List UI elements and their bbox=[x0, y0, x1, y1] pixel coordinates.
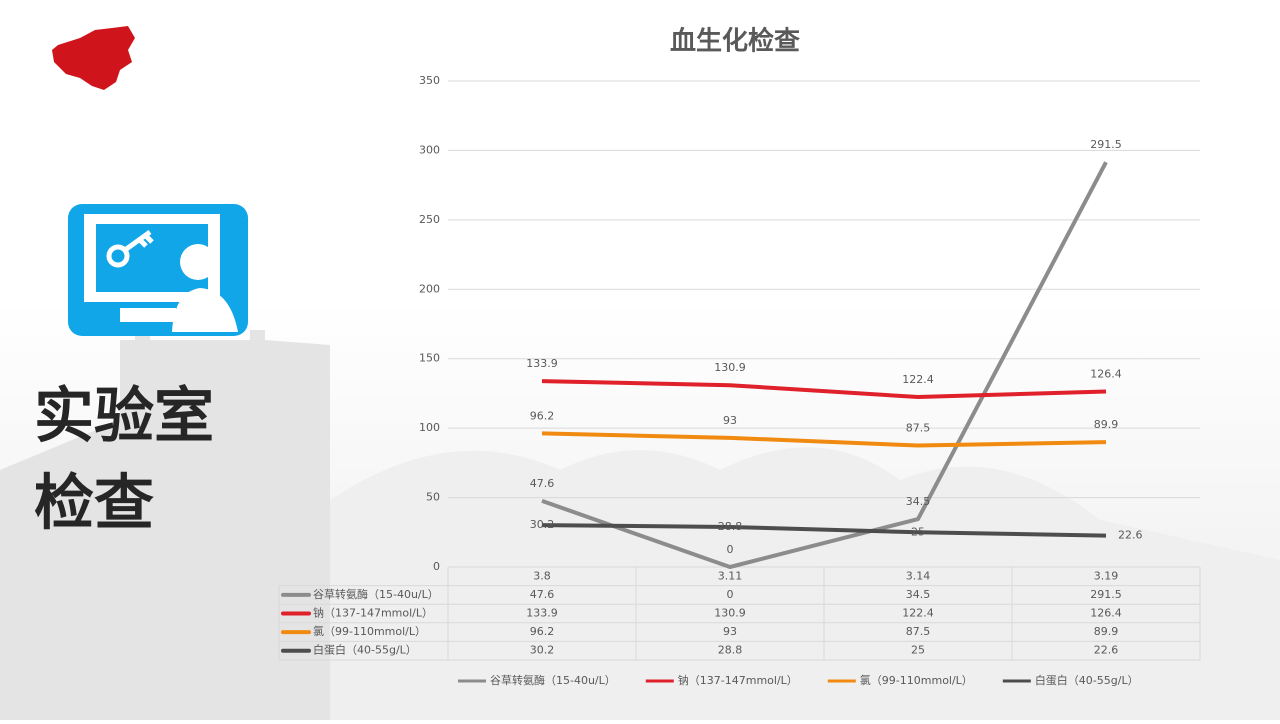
series-line bbox=[541, 431, 1107, 448]
table-row-label: 氯（99-110mmol/L） bbox=[313, 624, 426, 638]
legend-label: 白蛋白（40-55g/L） bbox=[1035, 673, 1139, 687]
data-label: 89.9 bbox=[1094, 418, 1119, 431]
y-tick-label: 300 bbox=[419, 143, 440, 156]
table-cell: 0 bbox=[727, 588, 734, 601]
data-label: 47.6 bbox=[530, 477, 555, 490]
legend-label: 谷草转氨酶（15-40u/L） bbox=[490, 673, 616, 687]
y-tick-label: 150 bbox=[419, 352, 440, 365]
slide-heading: 实验室 bbox=[34, 382, 214, 452]
series-line bbox=[541, 523, 1107, 538]
table-cell: 93 bbox=[723, 625, 737, 638]
y-tick-label: 200 bbox=[419, 282, 440, 295]
y-tick-label: 350 bbox=[419, 74, 440, 87]
table-cell: 30.2 bbox=[530, 644, 555, 657]
monitor-icon bbox=[68, 204, 248, 336]
table-cell: 25 bbox=[911, 644, 925, 657]
table-cell: 89.9 bbox=[1094, 625, 1119, 638]
data-label: 291.5 bbox=[1090, 138, 1122, 151]
y-tick-label: 100 bbox=[419, 421, 440, 434]
table-cell: 28.8 bbox=[718, 644, 743, 657]
table-row-label: 谷草转氨酶（15-40u/L） bbox=[313, 587, 439, 601]
table-cell: 34.5 bbox=[906, 588, 931, 601]
table-row-label: 白蛋白（40-55g/L） bbox=[313, 643, 417, 657]
data-label: 126.4 bbox=[1090, 367, 1122, 380]
table-cell: 22.6 bbox=[1094, 644, 1119, 657]
table-cell: 96.2 bbox=[530, 625, 555, 638]
table-cell: 87.5 bbox=[906, 625, 931, 638]
chart-title: 血生化检查 bbox=[670, 26, 800, 57]
data-label: 22.6 bbox=[1118, 529, 1143, 542]
table-row-label: 钠（137-147mmol/L） bbox=[313, 606, 433, 620]
x-tick-label: 3.14 bbox=[906, 569, 931, 582]
table-cell: 122.4 bbox=[902, 607, 934, 620]
table-cell: 291.5 bbox=[1090, 588, 1122, 601]
x-tick-label: 3.8 bbox=[533, 569, 551, 582]
china-map-icon bbox=[52, 26, 135, 90]
series-line bbox=[541, 161, 1108, 569]
data-label: 93 bbox=[723, 414, 737, 427]
slide-heading: 检查 bbox=[34, 469, 154, 539]
y-tick-label: 250 bbox=[419, 213, 440, 226]
table-cell: 126.4 bbox=[1090, 607, 1122, 620]
y-tick-label: 50 bbox=[426, 491, 440, 504]
data-label: 96.2 bbox=[530, 409, 555, 422]
series-line bbox=[541, 379, 1107, 400]
data-label: 122.4 bbox=[902, 373, 934, 386]
data-label: 34.5 bbox=[906, 495, 931, 508]
table-cell: 130.9 bbox=[714, 607, 746, 620]
data-label: 87.5 bbox=[906, 422, 931, 435]
x-tick-label: 3.11 bbox=[718, 569, 743, 582]
data-label: 133.9 bbox=[526, 357, 558, 370]
x-tick-label: 3.19 bbox=[1094, 569, 1119, 582]
great-wall-decoration bbox=[0, 330, 1280, 720]
data-label: 130.9 bbox=[714, 361, 746, 374]
data-label: 30.2 bbox=[530, 518, 555, 531]
legend-label: 氯（99-110mmol/L） bbox=[860, 673, 973, 687]
data-label: 28.8 bbox=[718, 520, 743, 533]
table-cell: 47.6 bbox=[530, 588, 555, 601]
data-label: 0 bbox=[727, 543, 734, 556]
data-label: 25 bbox=[911, 525, 925, 538]
y-tick-label: 0 bbox=[433, 560, 440, 573]
legend-label: 钠（137-147mmol/L） bbox=[678, 673, 798, 687]
table-cell: 133.9 bbox=[526, 607, 558, 620]
